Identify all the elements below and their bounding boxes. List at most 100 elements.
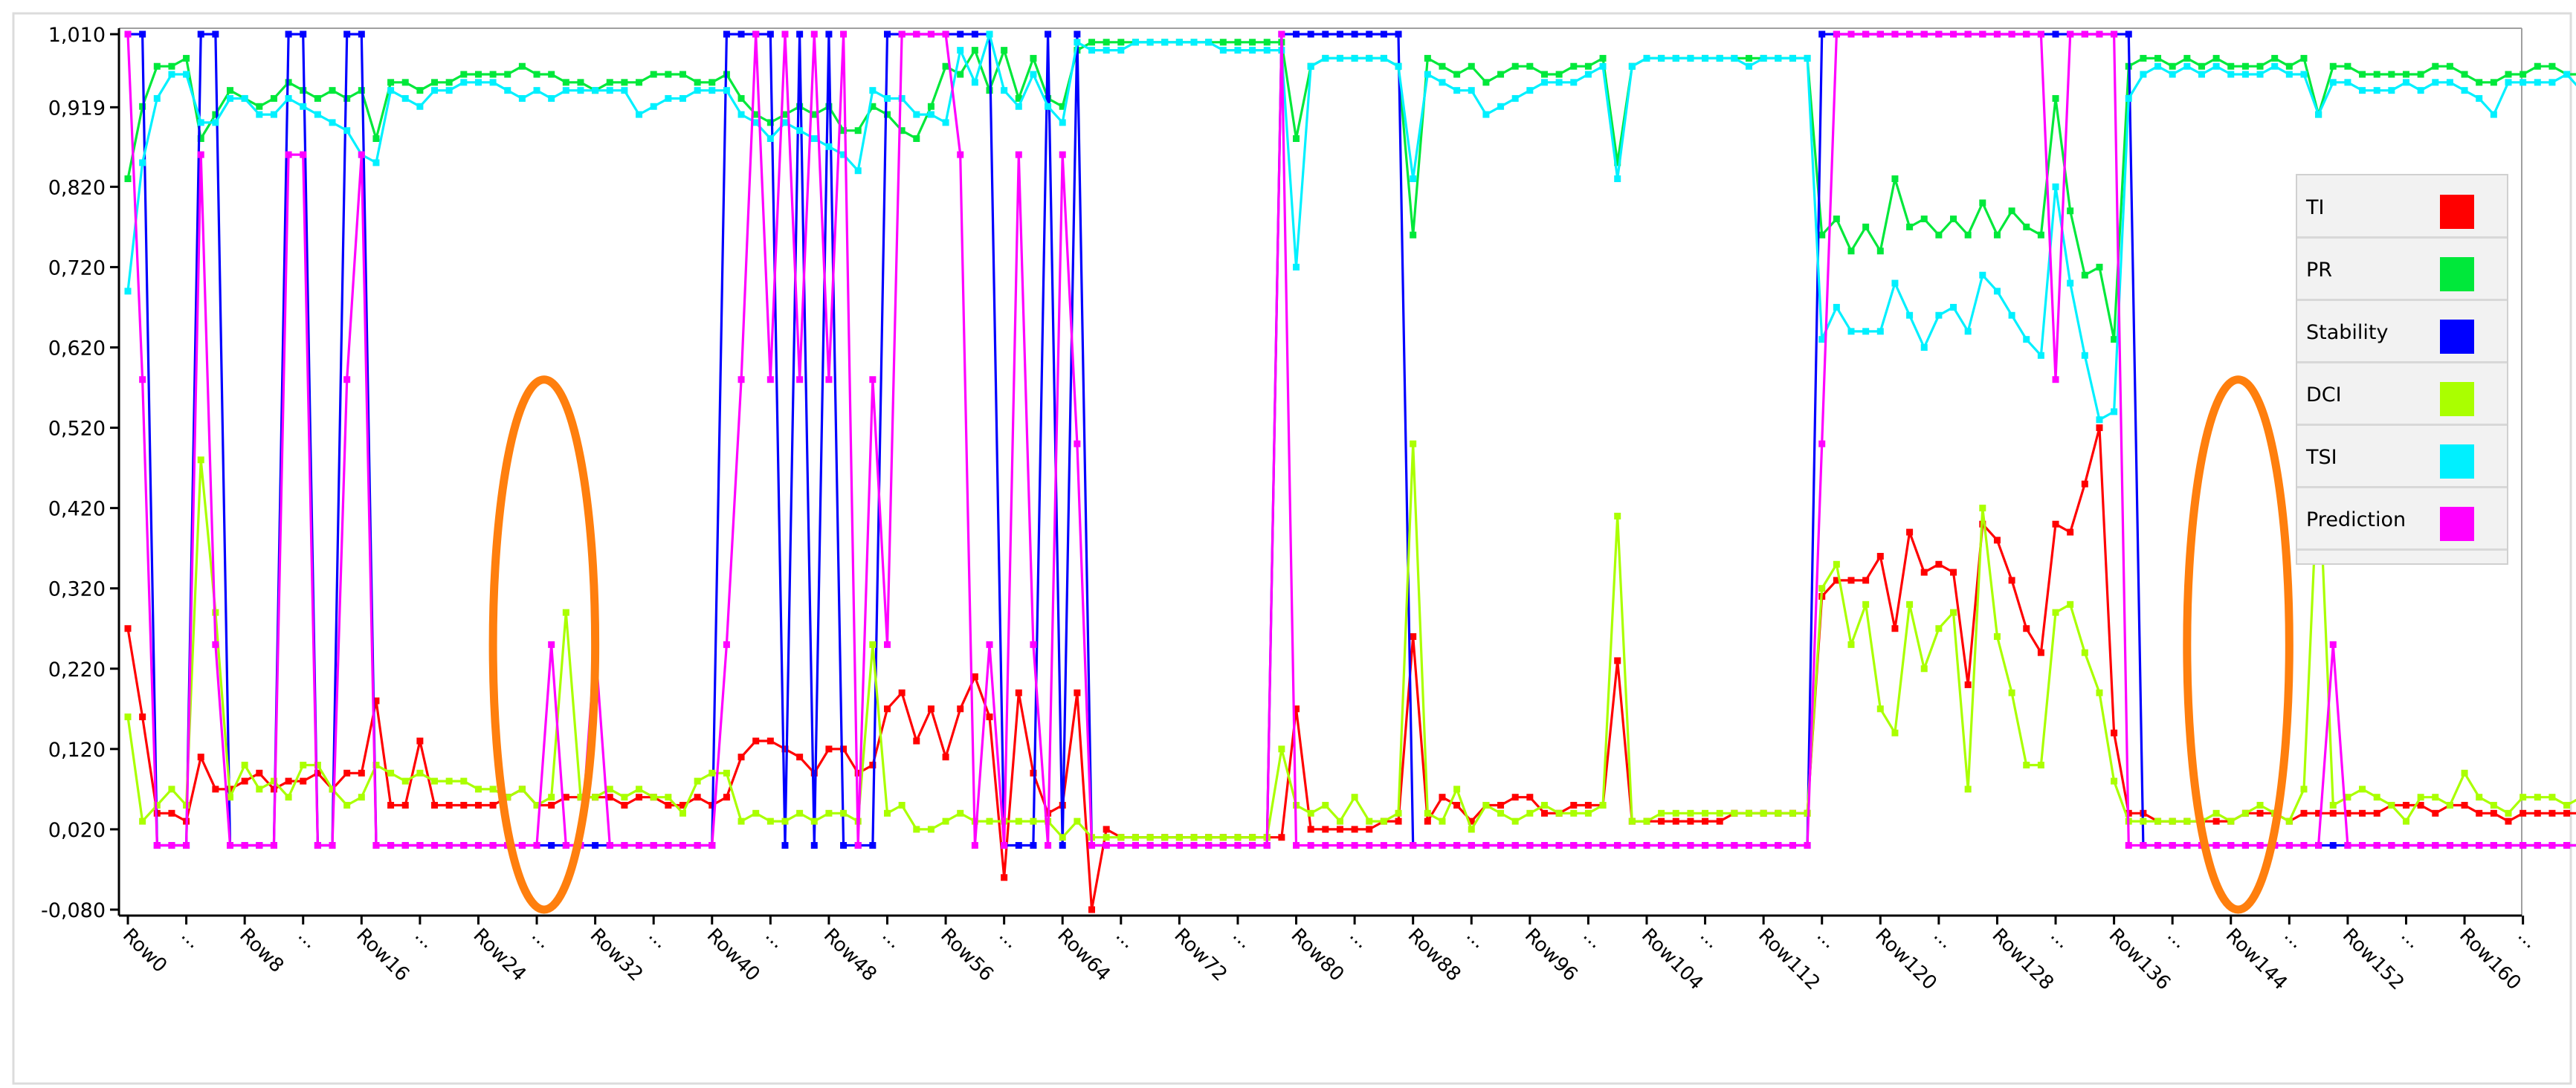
data-point-ti — [2359, 809, 2366, 817]
data-point-pr — [314, 94, 321, 102]
data-point-stability — [796, 30, 804, 38]
data-point-prediction — [621, 842, 628, 849]
data-point-tsi — [1599, 62, 1607, 70]
data-point-tsi — [1146, 39, 1154, 46]
data-point-dci — [986, 817, 993, 825]
data-point-tsi — [1511, 94, 1519, 102]
data-point-prediction — [737, 376, 745, 383]
legend-label: Prediction — [2306, 508, 2406, 531]
data-point-tsi — [825, 143, 833, 150]
data-point-dci — [752, 809, 760, 817]
data-point-ti — [1876, 552, 1884, 560]
data-point-dci — [1920, 665, 1928, 673]
data-point-prediction — [1658, 842, 1665, 849]
data-point-dci — [2008, 689, 2015, 696]
data-point-dci — [270, 777, 277, 785]
data-point-ti — [1366, 826, 1373, 833]
data-point-pr — [474, 71, 482, 78]
data-point-dci — [1278, 745, 1285, 753]
data-point-dci — [1468, 826, 1475, 833]
data-point-tsi — [139, 159, 146, 166]
data-point-prediction — [533, 842, 540, 849]
data-point-dci — [1336, 817, 1343, 825]
data-point-tsi — [1658, 54, 1665, 62]
data-point-tsi — [1103, 47, 1110, 54]
data-point-dci — [650, 794, 657, 801]
data-point-ti — [1672, 817, 1679, 825]
data-point-dci — [577, 794, 584, 801]
data-point-prediction — [2125, 842, 2132, 849]
data-point-tsi — [1059, 119, 1066, 126]
data-point-tsi — [766, 135, 774, 142]
data-point-dci — [153, 802, 161, 809]
data-point-dci — [2563, 802, 2571, 809]
data-point-ti — [1862, 577, 1870, 584]
data-point-pr — [139, 103, 146, 110]
data-point-prediction — [153, 842, 161, 849]
data-point-pr — [781, 111, 789, 118]
data-point-tsi — [1190, 39, 1198, 46]
data-point-pr — [1891, 175, 1899, 183]
data-point-tsi — [854, 167, 862, 175]
data-point-ti — [737, 754, 745, 761]
data-point-dci — [1234, 834, 1242, 841]
data-point-ti — [1453, 802, 1461, 809]
data-point-ti — [1833, 577, 1840, 584]
data-point-pr — [2183, 54, 2191, 62]
data-point-stability — [1030, 842, 1037, 849]
data-point-prediction — [2241, 842, 2249, 849]
data-point-ti — [372, 697, 380, 705]
data-point-prediction — [1132, 842, 1139, 849]
data-point-ti — [460, 802, 468, 809]
data-point-ti — [1468, 817, 1475, 825]
data-point-prediction — [913, 30, 920, 38]
highlight-ellipse — [2183, 375, 2293, 914]
data-point-tsi — [2373, 87, 2380, 94]
data-point-prediction — [1380, 842, 1387, 849]
data-point-pr — [2037, 231, 2044, 239]
data-point-ti — [1891, 625, 1899, 632]
data-point-prediction — [431, 842, 439, 849]
data-point-prediction — [1804, 842, 1811, 849]
data-point-stability — [285, 30, 292, 38]
data-point-tsi — [270, 111, 277, 118]
data-point-tsi — [1804, 54, 1811, 62]
data-point-prediction — [343, 376, 351, 383]
data-point-pr — [1526, 62, 1534, 70]
data-point-dci — [1497, 809, 1505, 817]
data-point-pr — [1540, 71, 1548, 78]
data-point-ti — [2476, 809, 2483, 817]
data-point-dci — [1862, 600, 1870, 608]
data-point-ti — [957, 705, 964, 713]
y-tick-label: 0,520 — [48, 418, 106, 441]
y-tick-label: 0,420 — [48, 498, 106, 521]
data-point-ti — [2534, 809, 2541, 817]
data-point-dci — [1789, 809, 1796, 817]
data-point-dci — [1059, 834, 1066, 841]
data-point-dci — [2329, 802, 2337, 809]
data-point-tsi — [2037, 352, 2044, 359]
data-point-prediction — [256, 842, 263, 849]
data-point-ti — [723, 794, 730, 801]
data-point-pr — [2300, 54, 2308, 62]
data-point-ti — [636, 794, 643, 801]
data-point-pr — [971, 47, 978, 54]
data-point-prediction — [679, 842, 686, 849]
data-point-tsi — [927, 111, 934, 118]
data-point-prediction — [1789, 842, 1796, 849]
data-point-ti — [2519, 809, 2527, 817]
data-point-dci — [1847, 641, 1855, 648]
data-point-tsi — [1526, 87, 1534, 94]
data-point-tsi — [1847, 328, 1855, 335]
y-tick-label: 0,220 — [48, 658, 106, 681]
legend-swatch — [2440, 257, 2474, 291]
data-point-prediction — [1891, 30, 1899, 38]
data-point-pr — [1015, 94, 1022, 102]
data-point-tsi — [1088, 47, 1096, 54]
data-point-pr — [2241, 62, 2249, 70]
data-point-stability — [1351, 30, 1358, 38]
data-point-prediction — [1482, 842, 1490, 849]
data-point-stability — [1322, 30, 1329, 38]
data-point-pr — [1906, 223, 1914, 230]
data-point-prediction — [1468, 842, 1475, 849]
